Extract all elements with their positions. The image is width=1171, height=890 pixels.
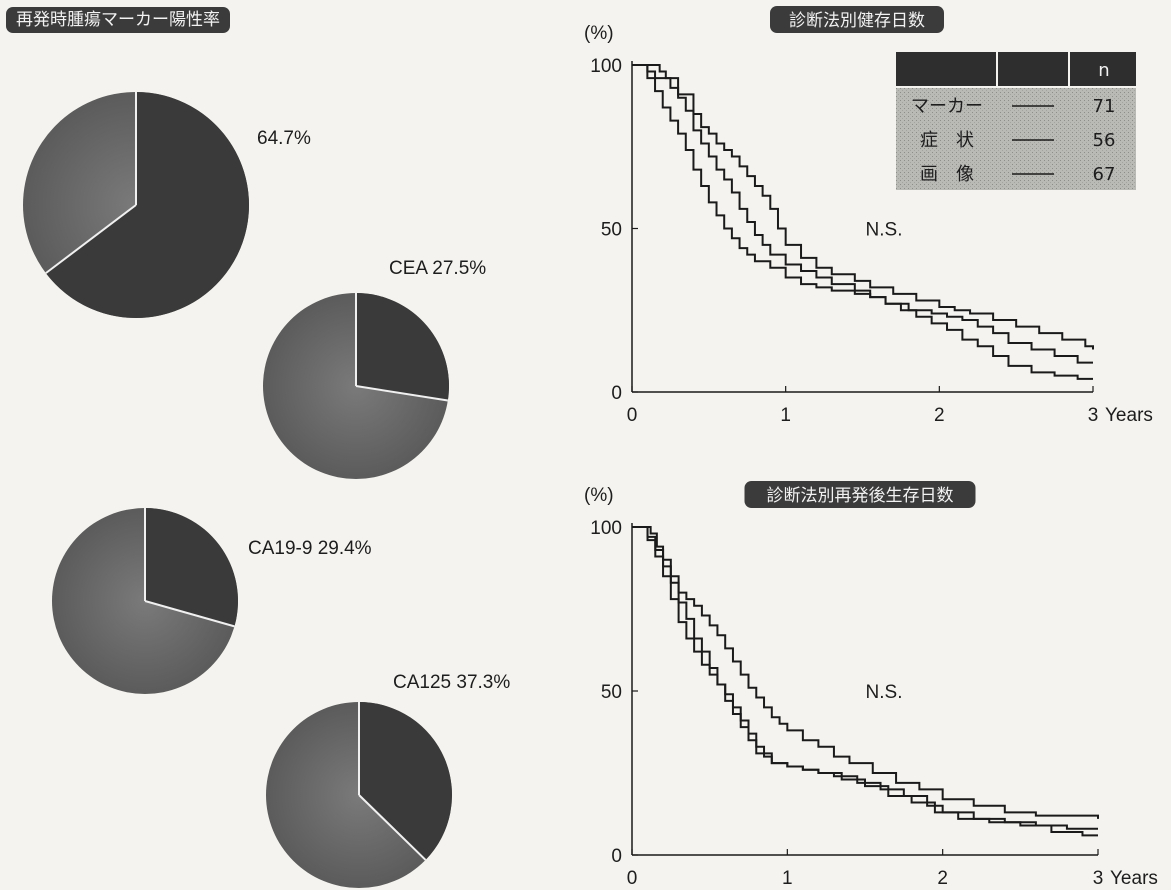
x-tick-label: 2: [937, 868, 948, 889]
pie-chart: CA19-9 29.4%: [52, 508, 372, 694]
pie-divider: [45, 204, 137, 274]
x-tick-label: 1: [782, 868, 793, 889]
legend-row-n: 56: [1093, 130, 1116, 151]
legend-header-n: n: [1098, 60, 1109, 81]
y-tick-label: 50: [601, 220, 622, 241]
survival-curve-3: [632, 526, 1098, 837]
x-axis-label: Years: [1110, 868, 1158, 889]
pie-divider: [355, 385, 449, 402]
chart-title-banner: [770, 6, 944, 33]
pie-label: CA19-9 29.4%: [248, 538, 372, 559]
y-tick-label: 100: [590, 56, 622, 77]
legend-header-cell: [1070, 52, 1136, 86]
pie-divider: [144, 600, 235, 628]
pie-divider: [358, 794, 427, 861]
significance-annotation: N.S.: [866, 220, 903, 241]
survival-curve-3: [632, 64, 1093, 380]
legend-row-n: 71: [1093, 96, 1116, 117]
pie-label: CEA 27.5%: [389, 258, 486, 279]
legend-body: [896, 88, 1136, 190]
legend-header-cell: [896, 52, 996, 86]
legend-row-n: 67: [1093, 164, 1116, 185]
pie-label: 64.7%: [257, 128, 311, 149]
pie-chart: CEA 27.5%: [263, 258, 486, 479]
y-axis-label: (%): [584, 23, 614, 44]
km-chart-disease-free: 診断法別健存日数 (%) 0 50 100 0 1 2 3 Years N.S. n マーカー 71 症 状…: [584, 6, 1153, 426]
legend-row-name: 症 状: [920, 130, 974, 151]
survival-curve-1: [632, 64, 1094, 350]
pie-slice-positive: [145, 508, 238, 627]
x-tick-label: 0: [627, 405, 638, 426]
x-axis-label: Years: [1105, 405, 1153, 426]
legend-header-cell: [998, 52, 1068, 86]
legend-table: n マーカー 71 症 状 56 画 像 67: [896, 52, 1136, 190]
x-tick-label: 1: [780, 405, 791, 426]
survival-curve-2: [632, 64, 1093, 364]
pie-chart: 64.7%: [23, 92, 311, 318]
significance-annotation: N.S.: [866, 682, 903, 703]
chart-title: 診断法別健存日数: [789, 11, 925, 31]
pie-slice-positive: [356, 293, 449, 401]
pie-chart: CA125 37.3%: [266, 672, 510, 888]
chart-title: 診断法別再発後生存日数: [767, 486, 954, 506]
legend-row-name: 画 像: [920, 164, 974, 185]
km-chart-post-recurrence: 診断法別再発後生存日数 (%) 0 50 100 0 1 2 3 Years N.S.: [584, 481, 1158, 889]
survival-curve-1: [632, 526, 1099, 819]
chart-title-banner: [744, 481, 976, 508]
pie-charts: 64.7% CEA 27.5% CA19-9 29.4% CA125 37.3%: [23, 92, 510, 888]
x-tick-label: 0: [627, 868, 638, 889]
y-tick-label: 50: [601, 682, 622, 703]
pie-label: CA125 37.3%: [393, 672, 510, 693]
y-tick-label: 100: [590, 518, 622, 539]
y-tick-label: 0: [611, 383, 622, 404]
x-tick-label: 2: [934, 405, 945, 426]
pie-slice-positive: [359, 702, 452, 860]
main-title: 再発時腫瘍マーカー陽性率: [6, 7, 230, 33]
pie-slice-positive: [45, 92, 249, 318]
y-tick-label: 0: [611, 846, 622, 867]
y-axis-label: (%): [584, 485, 614, 506]
x-tick-label: 3: [1088, 405, 1099, 426]
x-tick-label: 3: [1093, 868, 1104, 889]
legend-row-name: マーカー: [911, 96, 983, 117]
